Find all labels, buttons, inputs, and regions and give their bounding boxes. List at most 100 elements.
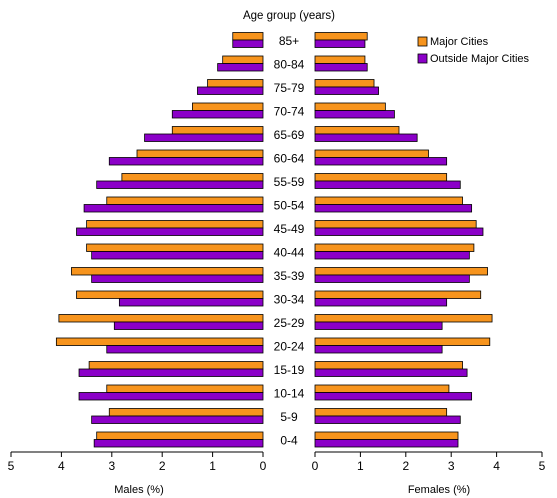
age-group-label-80-84: 80-84 bbox=[274, 58, 305, 72]
bar-females-major-cities-50-54 bbox=[314, 196, 463, 205]
bar-males-major-cities-45-49 bbox=[86, 220, 264, 229]
age-group-label-35-39: 35-39 bbox=[274, 269, 305, 283]
bar-males-outside-major-cities-0-4 bbox=[93, 439, 264, 448]
age-group-label-60-64: 60-64 bbox=[274, 152, 305, 166]
bar-males-major-cities-35-39 bbox=[71, 267, 264, 276]
bar-females-major-cities-15-19 bbox=[314, 361, 463, 370]
males-axis: 5 4 3 2 1 0 bbox=[8, 451, 267, 473]
bar-females-major-cities-45-49 bbox=[314, 220, 477, 229]
bar-males-major-cities-80-84 bbox=[222, 55, 264, 64]
bar-females-major-cities-5-9 bbox=[314, 408, 448, 417]
age-group-label-5-9: 5-9 bbox=[280, 410, 298, 424]
bar-males-outside-major-cities-30-34 bbox=[118, 298, 264, 307]
bar-males-outside-major-cities-25-29 bbox=[113, 321, 264, 330]
males-tick-label-4: 4 bbox=[58, 459, 65, 473]
females-bars bbox=[314, 32, 493, 448]
bar-females-major-cities-40-44 bbox=[314, 243, 475, 252]
females-tick-label-4: 4 bbox=[493, 459, 500, 473]
bar-males-outside-major-cities-85-plus bbox=[232, 39, 264, 48]
bar-females-outside-major-cities-20-24 bbox=[314, 345, 443, 354]
age-group-label-10-14: 10-14 bbox=[274, 387, 305, 401]
bar-males-major-cities-65-69 bbox=[171, 126, 264, 135]
males-tick-label-0: 0 bbox=[260, 459, 267, 473]
bar-females-outside-major-cities-55-59 bbox=[314, 180, 461, 189]
age-group-label-20-24: 20-24 bbox=[274, 340, 305, 354]
bar-males-major-cities-20-24 bbox=[55, 337, 264, 346]
bar-males-major-cities-15-19 bbox=[88, 361, 264, 370]
females-axis-label: Females (%) bbox=[408, 484, 470, 496]
bar-males-outside-major-cities-50-54 bbox=[83, 204, 264, 213]
bar-males-major-cities-55-59 bbox=[121, 173, 264, 182]
chart-legend: Major Cities Outside Major Cities bbox=[417, 36, 530, 65]
bar-females-outside-major-cities-40-44 bbox=[314, 251, 470, 260]
bar-males-major-cities-30-34 bbox=[76, 290, 264, 299]
bar-females-major-cities-80-84 bbox=[314, 55, 366, 64]
age-group-label-15-19: 15-19 bbox=[274, 363, 305, 377]
bar-males-outside-major-cities-60-64 bbox=[108, 157, 264, 166]
bar-females-outside-major-cities-85-plus bbox=[314, 39, 366, 48]
bar-males-outside-major-cities-80-84 bbox=[217, 63, 264, 72]
bar-females-major-cities-35-39 bbox=[314, 267, 488, 276]
bar-males-outside-major-cities-20-24 bbox=[106, 345, 264, 354]
age-group-label-40-44: 40-44 bbox=[274, 246, 305, 260]
age-group-label-70-74: 70-74 bbox=[274, 105, 305, 119]
age-group-label-30-34: 30-34 bbox=[274, 293, 305, 307]
bar-females-outside-major-cities-65-69 bbox=[314, 133, 418, 142]
bar-males-outside-major-cities-10-14 bbox=[78, 392, 264, 401]
bar-females-major-cities-25-29 bbox=[314, 314, 493, 323]
bar-males-major-cities-85-plus bbox=[232, 32, 264, 41]
bar-males-major-cities-50-54 bbox=[106, 196, 264, 205]
bar-males-outside-major-cities-55-59 bbox=[96, 180, 264, 189]
age-group-label-0-4: 0-4 bbox=[280, 434, 298, 448]
legend-swatch-outside-major-cities bbox=[417, 53, 428, 64]
bar-males-major-cities-40-44 bbox=[86, 243, 264, 252]
bar-males-major-cities-70-74 bbox=[192, 102, 264, 111]
age-group-label-65-69: 65-69 bbox=[274, 128, 305, 142]
age-group-label-25-29: 25-29 bbox=[274, 316, 305, 330]
age-group-label-50-54: 50-54 bbox=[274, 199, 305, 213]
age-group-label-45-49: 45-49 bbox=[274, 222, 305, 236]
bar-females-major-cities-65-69 bbox=[314, 126, 400, 135]
bar-females-major-cities-75-79 bbox=[314, 79, 375, 88]
legend-label-outside-major-cities: Outside Major Cities bbox=[430, 53, 530, 65]
bar-females-major-cities-0-4 bbox=[314, 431, 459, 440]
bar-females-outside-major-cities-35-39 bbox=[314, 274, 470, 283]
females-tick-label-3: 3 bbox=[448, 459, 455, 473]
age-group-label-55-59: 55-59 bbox=[274, 175, 305, 189]
males-axis-label: Males (%) bbox=[114, 484, 164, 496]
age-group-axis-label: Age group (years) bbox=[243, 10, 335, 22]
bar-males-outside-major-cities-15-19 bbox=[78, 368, 264, 377]
age-group-label-75-79: 75-79 bbox=[274, 81, 305, 95]
bar-females-outside-major-cities-5-9 bbox=[314, 415, 461, 424]
bar-females-major-cities-70-74 bbox=[314, 102, 386, 111]
bar-females-outside-major-cities-0-4 bbox=[314, 439, 459, 448]
males-tick-label-3: 3 bbox=[108, 459, 115, 473]
bar-females-outside-major-cities-75-79 bbox=[314, 86, 379, 95]
bar-females-outside-major-cities-60-64 bbox=[314, 157, 448, 166]
males-bars bbox=[55, 32, 264, 448]
bar-males-outside-major-cities-40-44 bbox=[91, 251, 264, 260]
bar-females-major-cities-60-64 bbox=[314, 149, 429, 158]
bar-females-outside-major-cities-15-19 bbox=[314, 368, 468, 377]
bar-females-outside-major-cities-50-54 bbox=[314, 204, 473, 213]
bar-females-major-cities-20-24 bbox=[314, 337, 491, 346]
females-tick-label-2: 2 bbox=[402, 459, 409, 473]
bar-females-major-cities-10-14 bbox=[314, 384, 450, 393]
bar-females-outside-major-cities-70-74 bbox=[314, 110, 395, 119]
males-tick-label-1: 1 bbox=[209, 459, 216, 473]
bar-females-outside-major-cities-80-84 bbox=[314, 63, 368, 72]
bar-males-major-cities-0-4 bbox=[96, 431, 264, 440]
bar-males-major-cities-25-29 bbox=[58, 314, 264, 323]
bar-females-outside-major-cities-30-34 bbox=[314, 298, 448, 307]
females-tick-label-0: 0 bbox=[312, 459, 319, 473]
bar-females-outside-major-cities-10-14 bbox=[314, 392, 473, 401]
bar-males-outside-major-cities-35-39 bbox=[91, 274, 264, 283]
bar-females-major-cities-55-59 bbox=[314, 173, 448, 182]
bar-males-outside-major-cities-65-69 bbox=[144, 133, 264, 142]
bar-females-outside-major-cities-25-29 bbox=[314, 321, 443, 330]
bar-females-major-cities-30-34 bbox=[314, 290, 482, 299]
females-axis: 0 1 2 3 4 5 bbox=[312, 451, 546, 473]
age-group-label-85-plus: 85+ bbox=[279, 34, 299, 48]
bar-females-major-cities-85-plus bbox=[314, 32, 368, 41]
